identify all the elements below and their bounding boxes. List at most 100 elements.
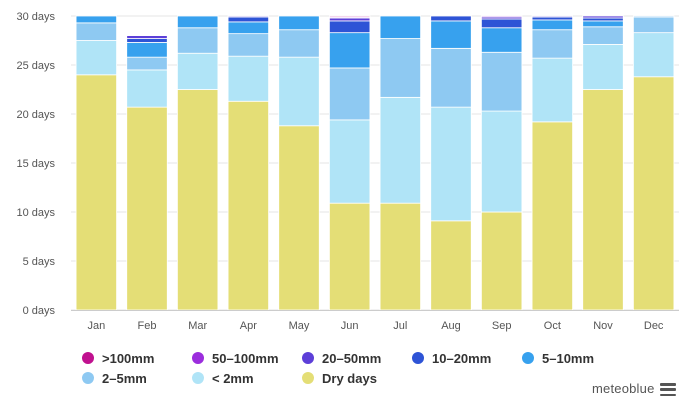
menu-icon-bar bbox=[660, 388, 676, 391]
bar-segment bbox=[176, 15, 219, 29]
legend-label-50-100: 50–100mm bbox=[212, 350, 279, 366]
legend-swatch-2-5 bbox=[82, 372, 94, 384]
bar-segment bbox=[531, 19, 574, 31]
y-tick-label: 30 days bbox=[16, 11, 55, 23]
x-tick-label: Apr bbox=[240, 320, 257, 332]
bar-segment bbox=[430, 220, 472, 311]
legend-item-5-10[interactable]: 5–10mm bbox=[522, 349, 632, 367]
x-tick-label: Feb bbox=[138, 320, 157, 332]
bar-segment bbox=[379, 96, 422, 204]
legend-item-20-50[interactable]: 20–50mm bbox=[302, 349, 412, 367]
bar-segment bbox=[227, 15, 270, 18]
menu-icon-bar bbox=[660, 383, 676, 386]
bar-segment bbox=[430, 47, 472, 108]
legend: >100mm 50–100mm 20–50mm 10–20mm 5–10mm 2… bbox=[82, 349, 642, 387]
bar-segment bbox=[75, 22, 117, 41]
y-tick-label: 5 days bbox=[23, 256, 56, 268]
legend-swatch-5-10 bbox=[522, 352, 534, 364]
bar-segment bbox=[633, 15, 675, 18]
bar-segment bbox=[126, 35, 168, 39]
bar-segment bbox=[176, 27, 219, 54]
legend-item-10-20[interactable]: 10–20mm bbox=[412, 349, 522, 367]
bar-segment bbox=[531, 121, 574, 311]
bar-segment bbox=[75, 74, 117, 311]
bar-segment bbox=[126, 69, 168, 108]
bar-segment bbox=[633, 76, 675, 311]
bar-segment bbox=[278, 125, 320, 311]
bar-segment bbox=[278, 29, 320, 58]
legend-item-50-100[interactable]: 50–100mm bbox=[192, 349, 302, 367]
bar-segment bbox=[582, 44, 624, 90]
bar-segment bbox=[480, 15, 523, 18]
bar-segment bbox=[480, 18, 523, 29]
legend-label-10-20: 10–20mm bbox=[432, 350, 492, 366]
bar-segment bbox=[430, 20, 472, 49]
bar-segment bbox=[227, 16, 270, 23]
bar-segment bbox=[328, 15, 371, 18]
menu-icon[interactable] bbox=[660, 383, 676, 396]
legend-swatch-dry bbox=[302, 372, 314, 384]
legend-label-lt2: < 2mm bbox=[212, 370, 254, 386]
bar-segment bbox=[227, 21, 270, 35]
bar-segment bbox=[531, 15, 574, 18]
legend-item-lt2[interactable]: < 2mm bbox=[192, 369, 302, 387]
bar-segment bbox=[126, 42, 168, 58]
bar-segment bbox=[227, 33, 270, 57]
x-tick-label: Dec bbox=[644, 320, 664, 332]
legend-item-dry[interactable]: Dry days bbox=[302, 369, 412, 387]
bar-segment bbox=[633, 16, 675, 34]
bar-segment bbox=[480, 110, 523, 213]
bar-segment bbox=[328, 67, 371, 121]
x-tick-label: Jan bbox=[87, 320, 105, 332]
x-tick-label: Jul bbox=[393, 320, 407, 332]
y-tick-label: 25 days bbox=[16, 60, 55, 72]
bar-segment bbox=[582, 15, 624, 19]
bar-segment bbox=[480, 211, 523, 311]
legend-swatch-gt100 bbox=[82, 352, 94, 364]
y-tick-label: 10 days bbox=[16, 207, 55, 219]
bar-segment bbox=[379, 15, 422, 39]
bar-segment bbox=[582, 17, 624, 22]
bar-segment bbox=[430, 106, 472, 222]
bar-segment bbox=[278, 15, 320, 31]
bar-segment bbox=[379, 202, 422, 311]
bar-segment bbox=[278, 56, 320, 127]
menu-icon-bar bbox=[660, 393, 676, 396]
legend-label-20-50: 20–50mm bbox=[322, 350, 382, 366]
bar-segment bbox=[582, 20, 624, 28]
bar-segment bbox=[480, 27, 523, 53]
legend-swatch-lt2 bbox=[192, 372, 204, 384]
bar-segment bbox=[328, 20, 371, 34]
brand-credit[interactable]: meteoblue bbox=[592, 381, 655, 396]
bar-segment bbox=[126, 38, 168, 43]
y-tick-label: 15 days bbox=[16, 158, 55, 170]
bar-segment bbox=[328, 32, 371, 69]
legend-label-dry: Dry days bbox=[322, 370, 377, 386]
legend-item-gt100[interactable]: >100mm bbox=[82, 349, 192, 367]
bar-segment bbox=[480, 51, 523, 112]
bar-segment bbox=[531, 57, 574, 123]
bar-segment bbox=[633, 32, 675, 78]
x-tick-label: May bbox=[289, 320, 310, 332]
bar-segment bbox=[75, 40, 117, 76]
x-tick-label: Nov bbox=[593, 320, 613, 332]
bar-segment bbox=[176, 89, 219, 311]
x-tick-label: Mar bbox=[188, 320, 207, 332]
legend-item-2-5[interactable]: 2–5mm bbox=[82, 369, 192, 387]
bar-segment bbox=[328, 202, 371, 311]
y-tick-label: 0 days bbox=[23, 305, 56, 317]
bar-segment bbox=[227, 100, 270, 311]
bar-segment bbox=[531, 29, 574, 59]
x-tick-label: Oct bbox=[544, 320, 561, 332]
legend-swatch-50-100 bbox=[192, 352, 204, 364]
bar-segment bbox=[531, 16, 574, 21]
legend-swatch-10-20 bbox=[412, 352, 424, 364]
bar-segment bbox=[582, 26, 624, 45]
bar-segment bbox=[126, 106, 168, 311]
legend-label-5-10: 5–10mm bbox=[542, 350, 595, 366]
bar-segment bbox=[126, 56, 168, 71]
bar-segment bbox=[75, 15, 117, 24]
bar-segment bbox=[379, 38, 422, 98]
